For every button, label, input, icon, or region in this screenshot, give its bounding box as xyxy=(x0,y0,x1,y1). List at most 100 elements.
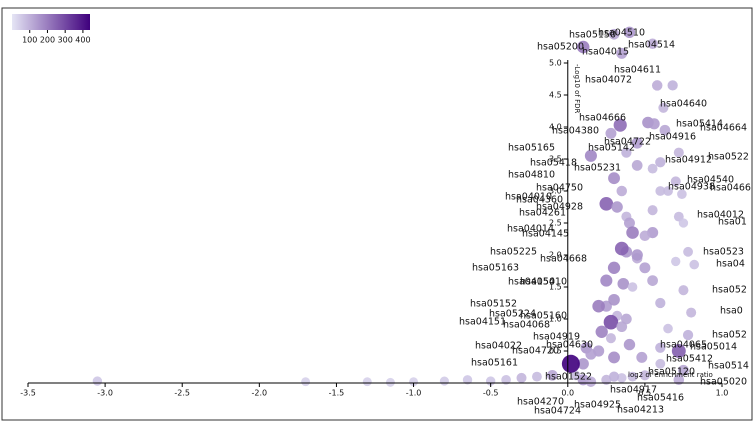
point xyxy=(673,147,684,158)
point-label: hsa04722 xyxy=(604,137,651,148)
point-label: hsa04360 xyxy=(516,195,563,206)
point xyxy=(671,256,681,267)
point xyxy=(532,371,542,382)
point-label: hsa052 xyxy=(712,285,747,296)
point-label: hsa04065 xyxy=(660,340,707,351)
point xyxy=(576,40,590,54)
point-label: hsa04 xyxy=(716,259,745,270)
point-label: hsa0523 xyxy=(703,247,744,258)
x-tick-label: 0.0 xyxy=(561,389,574,398)
point xyxy=(601,374,612,385)
point-label: hsa04928 xyxy=(536,202,583,213)
y-tick-label: 4.5 xyxy=(549,91,562,100)
point xyxy=(608,172,620,185)
point xyxy=(577,358,589,370)
point-label: hsa04630 xyxy=(546,340,593,351)
point xyxy=(439,376,449,386)
point xyxy=(626,226,639,239)
x-axis-label: log2 of enrichment ratio xyxy=(628,371,713,379)
point xyxy=(658,102,669,113)
y-tick-label: 1.5 xyxy=(549,283,562,292)
point-label: hsa05160 xyxy=(520,311,567,322)
point xyxy=(592,299,605,313)
point-label: hsa04925 xyxy=(574,400,621,411)
point-label: hsa05200 xyxy=(537,42,584,53)
point xyxy=(659,124,671,136)
point xyxy=(627,371,638,382)
point-label: hsa04912 xyxy=(665,155,712,166)
point xyxy=(616,47,628,59)
point xyxy=(611,201,623,213)
point xyxy=(627,282,638,292)
x-tick-label: -0.5 xyxy=(483,389,499,398)
point xyxy=(682,329,694,341)
point xyxy=(608,351,620,364)
point xyxy=(516,372,527,383)
point-label: hsa04015 xyxy=(582,47,629,58)
point xyxy=(607,261,621,274)
point-label: hsa05152 xyxy=(470,299,517,310)
point xyxy=(647,205,658,216)
point xyxy=(655,297,666,309)
point-label: hsa05410 xyxy=(520,277,567,288)
point-label: hsa04261 xyxy=(519,208,566,219)
point xyxy=(636,351,648,363)
point xyxy=(595,325,608,338)
y-axis-label: -Log10 of FDR xyxy=(573,64,581,114)
x-tick-label: -3.5 xyxy=(20,389,36,398)
point xyxy=(678,218,689,228)
point-label: hsa05418 xyxy=(530,158,577,169)
y-tick-label: 3.5 xyxy=(549,155,562,164)
point xyxy=(671,344,686,358)
color-bar-tick-label: 300 xyxy=(58,36,73,45)
point xyxy=(616,185,628,197)
point-label: hsa01522 xyxy=(545,372,592,383)
y-tick-label: 0.5 xyxy=(549,347,562,356)
point xyxy=(385,377,395,387)
point-label: hsa04919 xyxy=(533,332,580,343)
point-label: hsa05231 xyxy=(574,163,621,174)
point xyxy=(409,377,419,387)
point xyxy=(639,230,651,242)
point xyxy=(584,149,597,162)
point-label: hsa04938 xyxy=(668,182,715,193)
point xyxy=(362,377,372,387)
point-label: hsa04916 xyxy=(649,132,696,143)
point xyxy=(608,293,620,306)
point xyxy=(639,370,650,381)
point-label: hsa05150 xyxy=(569,30,616,41)
point xyxy=(608,28,620,40)
point xyxy=(608,371,620,382)
point-label: hsa04072 xyxy=(585,75,632,86)
point-label: hsa052 xyxy=(712,330,747,341)
y-tick-label: 2.5 xyxy=(549,219,562,228)
point xyxy=(647,163,658,174)
x-tick-label: -3.0 xyxy=(97,389,113,398)
point xyxy=(561,354,580,373)
point-label: hsa05412 xyxy=(666,354,713,365)
point-label: hsa04640 xyxy=(660,99,707,110)
point-label: hsa04917 xyxy=(610,385,657,396)
point-label: hsa0466 xyxy=(710,183,751,194)
point-label: hsa04750 xyxy=(536,183,583,194)
point xyxy=(600,274,613,287)
point-label: hsa04668 xyxy=(540,254,587,265)
point xyxy=(616,373,627,383)
point xyxy=(655,358,666,369)
point-label: hsa05020 xyxy=(700,377,747,388)
x-tick-label: -1.5 xyxy=(329,389,345,398)
point-label: hsa04611 xyxy=(614,65,661,76)
point-label: hsa0522 xyxy=(708,152,749,163)
point-label: hsa05163 xyxy=(472,263,519,274)
point xyxy=(678,364,689,376)
color-bar-tick-label: 200 xyxy=(40,36,55,45)
point-label: hsa05120 xyxy=(648,367,695,378)
point xyxy=(663,186,673,196)
point-label: hsa04012 xyxy=(697,210,744,221)
point-label: hsa05414 xyxy=(676,119,723,130)
point xyxy=(655,186,666,196)
frame xyxy=(1,7,753,421)
point xyxy=(623,26,636,38)
point-label: hsa05224 xyxy=(489,309,536,320)
